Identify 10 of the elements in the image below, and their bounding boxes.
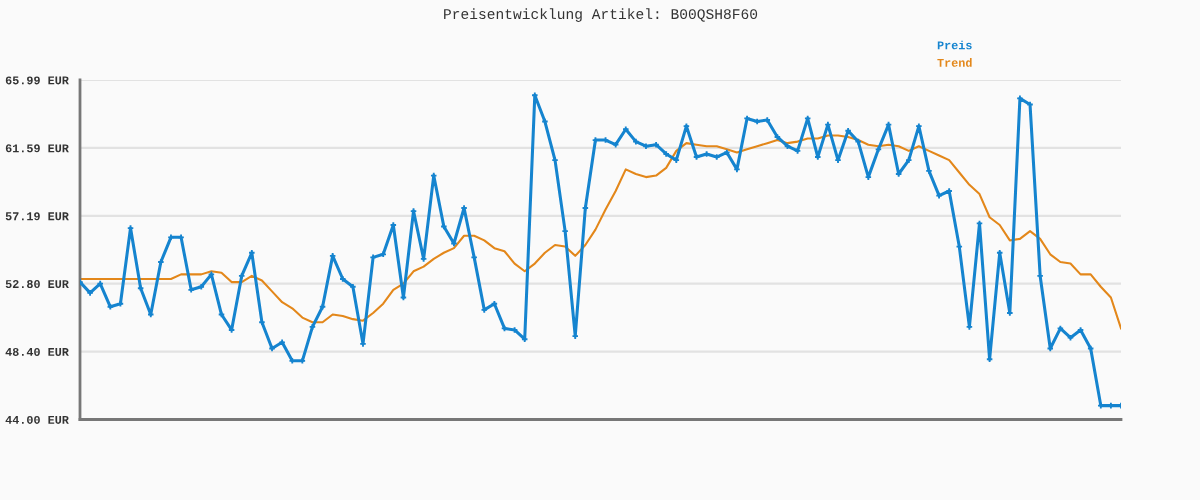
- text: Preis: [937, 40, 972, 50]
- y-tick-label: 57.19 EUR: [5, 212, 69, 221]
- y-tick-label: 65.99 EUR: [5, 76, 69, 85]
- chart-title: Preisentwicklung Artikel: B00QSH8F60: [444, 8, 758, 22]
- y-tick-label: 52.80 EUR: [5, 280, 69, 289]
- y-tick-label: 61.59 EUR: [5, 144, 69, 153]
- line-series: [80, 134, 1121, 330]
- y-tick-label: 48.40 EUR: [5, 347, 69, 356]
- y-tick-label: 44.00 EUR: [5, 415, 69, 424]
- text: Trend: [937, 58, 972, 67]
